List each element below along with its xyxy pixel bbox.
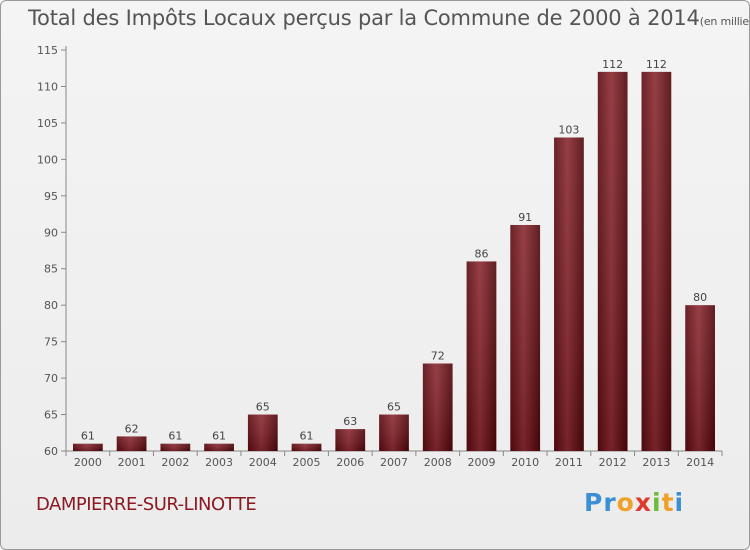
x-tick-label: 2009 [467,456,495,469]
logo-letter: r [603,488,617,517]
y-tick-label: 85 [44,263,58,276]
bar-shade [116,436,147,451]
data-label: 61 [300,430,314,443]
chart-title: Total des Impôts Locaux perçus par la Co… [28,6,750,36]
bar-shade [641,71,672,451]
logo-letter: i [652,488,662,517]
y-tick-label: 115 [37,44,58,57]
data-label: 80 [693,291,707,304]
data-label: 61 [212,430,226,443]
bar-shade [247,414,278,451]
x-tick-label: 2002 [161,456,189,469]
proxiti-logo[interactable]: Proxiti [584,488,684,517]
y-tick-label: 110 [37,80,58,93]
y-tick-label: 105 [37,117,58,130]
data-label: 65 [387,401,401,414]
data-label: 61 [81,430,95,443]
x-tick-label: 2013 [642,456,670,469]
y-tick-label: 75 [44,336,58,349]
y-tick-label: 60 [44,445,58,458]
logo-letter: o [616,488,635,517]
bar-shade [422,363,453,451]
data-label: 63 [343,415,357,428]
x-tick-label: 2001 [118,456,146,469]
data-label: 65 [256,401,270,414]
x-tick-label: 2008 [424,456,452,469]
bar-shade [510,224,541,451]
logo-letter: t [661,488,675,517]
data-label: 112 [602,58,623,71]
x-tick-label: 2004 [249,456,277,469]
y-tick-label: 80 [44,299,58,312]
x-tick-label: 2012 [599,456,627,469]
bars [72,71,716,451]
bar-shade [466,261,497,451]
logo-letter: x [634,488,652,517]
x-tick-label: 2014 [686,456,714,469]
commune-name: DAMPIERRE-SUR-LINOTTE [36,494,257,515]
data-label: 86 [474,247,488,260]
y-tick-label: 90 [44,226,58,239]
data-label: 91 [518,211,532,224]
y-tick-label: 95 [44,190,58,203]
y-tick-label: 100 [37,153,58,166]
x-tick-label: 2010 [511,456,539,469]
bar-shade [291,443,322,451]
x-tick-label: 2000 [74,456,102,469]
bar-shade [685,305,716,451]
bar-shade [72,443,103,451]
chart-title-unit: (en milliers d'€) [699,15,750,28]
bar-shade [554,137,584,451]
data-label: 103 [558,123,579,136]
bar-shade [597,71,628,451]
logo-letter: P [584,488,604,517]
x-tick-label: 2003 [205,456,233,469]
data-label: 61 [168,430,182,443]
x-tick-label: 2007 [380,456,408,469]
x-tick-label: 2006 [336,456,364,469]
data-labels: 61 62 61 61 65 61 63 65 72 86 91 103 112 112 80 [81,58,707,443]
x-tick-label: 2005 [293,456,321,469]
y-tick-label: 70 [44,372,58,385]
data-label: 62 [125,422,139,435]
bar-shade [379,414,409,451]
bar-shade [335,429,366,451]
x-tick-label: 2011 [555,456,583,469]
y-tick-label: 65 [44,409,58,422]
data-label: 112 [646,58,667,71]
bar-shade [160,443,191,451]
logo-letter: i [674,488,685,517]
chart-title-text: Total des Impôts Locaux perçus par la Co… [28,6,700,30]
bar-shade [204,443,234,451]
data-label: 72 [431,350,445,363]
